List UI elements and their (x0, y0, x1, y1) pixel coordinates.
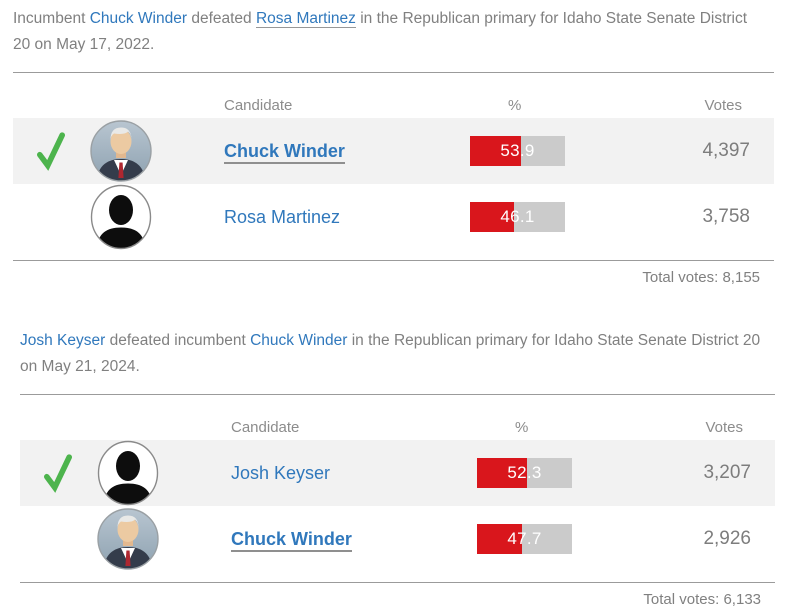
summary-text: defeated incumbent (105, 332, 251, 349)
percent-value: 46.1 (500, 207, 535, 226)
percent-bar-fill (470, 202, 514, 232)
percent-bar: 53.9 (470, 136, 565, 166)
results-table-header: Candidate % Votes (20, 417, 775, 437)
results-table-header: Candidate % Votes (13, 95, 774, 115)
table-row: Rosa Martinez 46.1 3,758 (13, 184, 774, 250)
winner-checkmark-icon (44, 453, 72, 493)
chuck-winder-photo-avatar (90, 120, 152, 182)
summary-text: in the Republican primary for Idaho Stat… (20, 332, 761, 375)
summary-text: defeated (187, 10, 256, 27)
vote-count: 3,758 (702, 206, 750, 227)
vote-count: 2,926 (703, 528, 751, 549)
vote-count: 3,207 (703, 462, 751, 483)
race-summary-2022: Incumbent Chuck Winder defeated Rosa Mar… (13, 6, 758, 58)
column-header-votes: Votes (705, 418, 743, 436)
chuck-winder-photo-avatar (97, 508, 159, 570)
table-row: Chuck Winder 53.9 4,397 (13, 118, 774, 184)
percent-bar-fill (477, 458, 527, 488)
race-summary-2024: Josh Keyser defeated incumbent Chuck Win… (20, 328, 765, 380)
person-silhouette-avatar (97, 440, 159, 506)
vote-count: 4,397 (702, 140, 750, 161)
divider (20, 582, 775, 583)
percent-bar: 52.3 (477, 458, 572, 488)
column-header-votes: Votes (704, 96, 742, 114)
percent-bar-fill (470, 136, 522, 166)
total-votes: Total votes: 6,133 (643, 591, 761, 608)
candidate-name-link-rosa-martinez[interactable]: Rosa Martinez (224, 206, 341, 227)
person-silhouette-avatar (90, 184, 152, 250)
percent-value: 47.7 (507, 529, 542, 548)
divider (13, 260, 774, 261)
percent-bar: 47.7 (477, 524, 572, 554)
percent-value: 52.3 (507, 463, 542, 482)
candidate-name-link-chuck-winder[interactable]: Chuck Winder (224, 140, 345, 164)
column-header-candidate: Candidate (231, 418, 300, 436)
summary-text: Incumbent (13, 10, 90, 27)
divider (20, 394, 775, 395)
candidate-name-link-josh-keyser[interactable]: Josh Keyser (231, 462, 331, 483)
election-result-2024: Josh Keyser defeated incumbent Chuck Win… (20, 328, 775, 609)
percent-bar-fill (477, 524, 523, 554)
summary-text: in the Republican primary for Idaho Stat… (13, 10, 748, 53)
column-header-percent: % (515, 418, 529, 436)
percent-value: 53.9 (500, 141, 535, 160)
column-header-percent: % (508, 96, 522, 114)
total-votes: Total votes: 8,155 (642, 269, 760, 286)
candidate-link-rosa-martinez[interactable]: Rosa Martinez (255, 10, 356, 28)
table-row: Josh Keyser 52.3 3,207 (20, 440, 775, 506)
election-result-2022: Incumbent Chuck Winder defeated Rosa Mar… (13, 6, 774, 287)
column-header-candidate: Candidate (224, 96, 293, 114)
candidate-link-chuck-winder[interactable]: Chuck Winder (250, 332, 348, 349)
candidate-link-josh-keyser[interactable]: Josh Keyser (20, 332, 106, 349)
table-row: Chuck Winder 47.7 2,926 (20, 506, 775, 572)
candidate-link-chuck-winder[interactable]: Chuck Winder (89, 10, 188, 27)
percent-bar: 46.1 (470, 202, 565, 232)
divider (13, 72, 774, 73)
winner-checkmark-icon (37, 131, 65, 171)
candidate-name-link-chuck-winder[interactable]: Chuck Winder (231, 528, 352, 552)
